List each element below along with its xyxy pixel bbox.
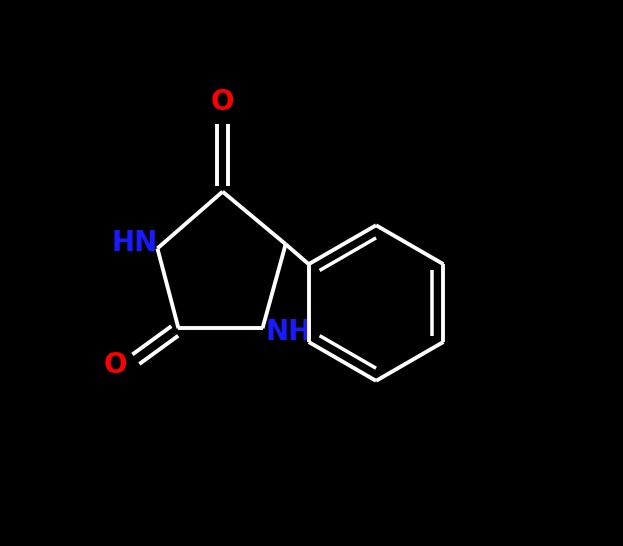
Text: HN: HN [111,229,158,257]
Text: O: O [103,351,127,379]
Text: O: O [211,88,234,116]
Text: NH: NH [265,318,312,346]
